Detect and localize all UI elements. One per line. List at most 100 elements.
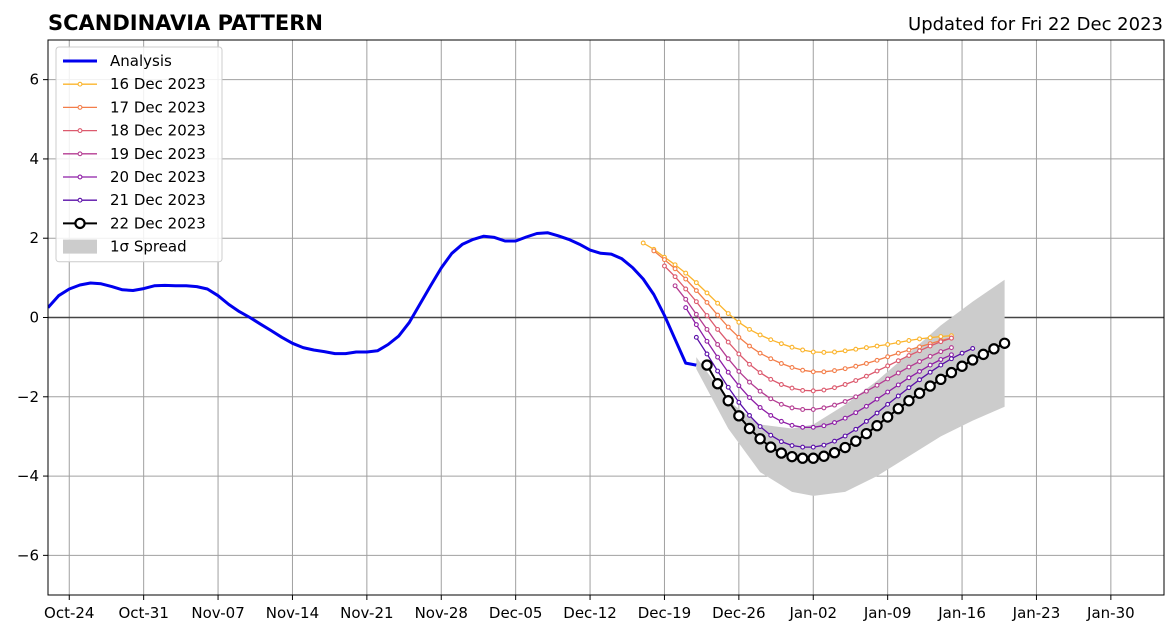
series-line [642, 242, 952, 354]
data-point [768, 432, 774, 438]
data-point [959, 350, 965, 356]
data-point [662, 257, 667, 263]
data-point [860, 427, 873, 440]
data-point [800, 367, 806, 373]
spread-band [696, 279, 1005, 496]
data-point [917, 377, 922, 383]
data-point [948, 356, 954, 362]
data-point [757, 405, 763, 410]
data-point [906, 375, 912, 381]
data-point [828, 446, 841, 459]
x-tick-label: Oct-31 [118, 604, 168, 622]
data-point [778, 382, 784, 387]
legend-label: 18 Dec 2023 [110, 122, 206, 140]
data-point [672, 274, 678, 280]
series-21-dec-2023 [693, 334, 976, 450]
data-point [863, 345, 869, 351]
data-point [800, 444, 806, 450]
data-point [821, 387, 827, 393]
data-point [871, 420, 883, 432]
data-point [935, 373, 947, 386]
data-point [683, 286, 689, 292]
data-point [778, 439, 784, 445]
data-point [895, 350, 901, 356]
data-point [966, 354, 979, 366]
data-point [778, 401, 784, 407]
data-point [800, 407, 806, 412]
series-line [653, 250, 952, 373]
data-point [821, 369, 827, 375]
data-point [747, 395, 752, 401]
legend-item: 17 Dec 2023 [63, 98, 206, 116]
data-point [704, 351, 710, 357]
data-point [917, 359, 922, 364]
legend-marker [77, 104, 83, 110]
x-tick-label: Nov-07 [191, 604, 244, 622]
data-point [938, 357, 944, 362]
data-point [747, 412, 752, 418]
data-point [948, 352, 954, 358]
data-point [693, 280, 699, 286]
legend-label: 21 Dec 2023 [110, 191, 206, 209]
data-point [885, 401, 891, 407]
data-point [832, 420, 837, 426]
data-point [917, 336, 922, 342]
data-point [757, 424, 763, 429]
data-point [757, 370, 763, 376]
data-point [948, 345, 954, 351]
data-point [895, 340, 901, 345]
data-point [768, 412, 774, 418]
legend-marker [77, 151, 83, 157]
data-point [693, 334, 699, 340]
data-point [863, 373, 869, 379]
y-tick-label: −2 [17, 388, 39, 406]
data-point [938, 362, 944, 368]
data-point [895, 358, 901, 364]
data-point [757, 332, 763, 338]
data-point [683, 296, 689, 302]
legend-label: 22 Dec 2023 [110, 214, 206, 232]
data-point [874, 410, 880, 416]
data-point [810, 388, 816, 394]
data-point [938, 334, 944, 339]
data-point [853, 346, 859, 352]
data-point [768, 337, 774, 343]
data-point [757, 388, 763, 394]
data-point [821, 349, 827, 355]
data-point [863, 361, 869, 366]
data-point [927, 362, 933, 368]
y-tick-label: 6 [29, 71, 39, 89]
data-point [832, 402, 837, 408]
legend-marker [77, 197, 83, 203]
data-point [747, 326, 752, 332]
data-point [842, 433, 848, 439]
data-point [768, 376, 774, 382]
data-point [853, 378, 859, 383]
y-tick-label: 2 [29, 229, 39, 247]
data-point [662, 263, 667, 269]
legend-spread-swatch [63, 239, 97, 254]
series-line [48, 231, 697, 367]
data-point [800, 347, 806, 353]
data-point [818, 450, 830, 462]
data-point [747, 343, 752, 349]
legend-marker [77, 174, 83, 180]
x-tick-label: Nov-14 [266, 604, 319, 622]
y-tick-label: −4 [17, 467, 39, 485]
legend-item-spread: 1σ Spread [63, 238, 187, 256]
series-16-dec-2023 [640, 240, 954, 355]
legend-item: 22 Dec 2023 [63, 214, 206, 232]
data-point [885, 342, 891, 347]
data-point [725, 339, 731, 345]
legend-marker [77, 128, 83, 134]
data-point [874, 368, 880, 374]
data-point [874, 382, 880, 388]
legend-item: 21 Dec 2023 [63, 191, 206, 209]
data-point [693, 299, 699, 305]
data-point [704, 313, 710, 318]
legend-label: 17 Dec 2023 [110, 98, 206, 116]
data-point [725, 384, 731, 390]
data-point [778, 418, 784, 424]
data-point [913, 387, 926, 399]
data-point [832, 385, 837, 391]
